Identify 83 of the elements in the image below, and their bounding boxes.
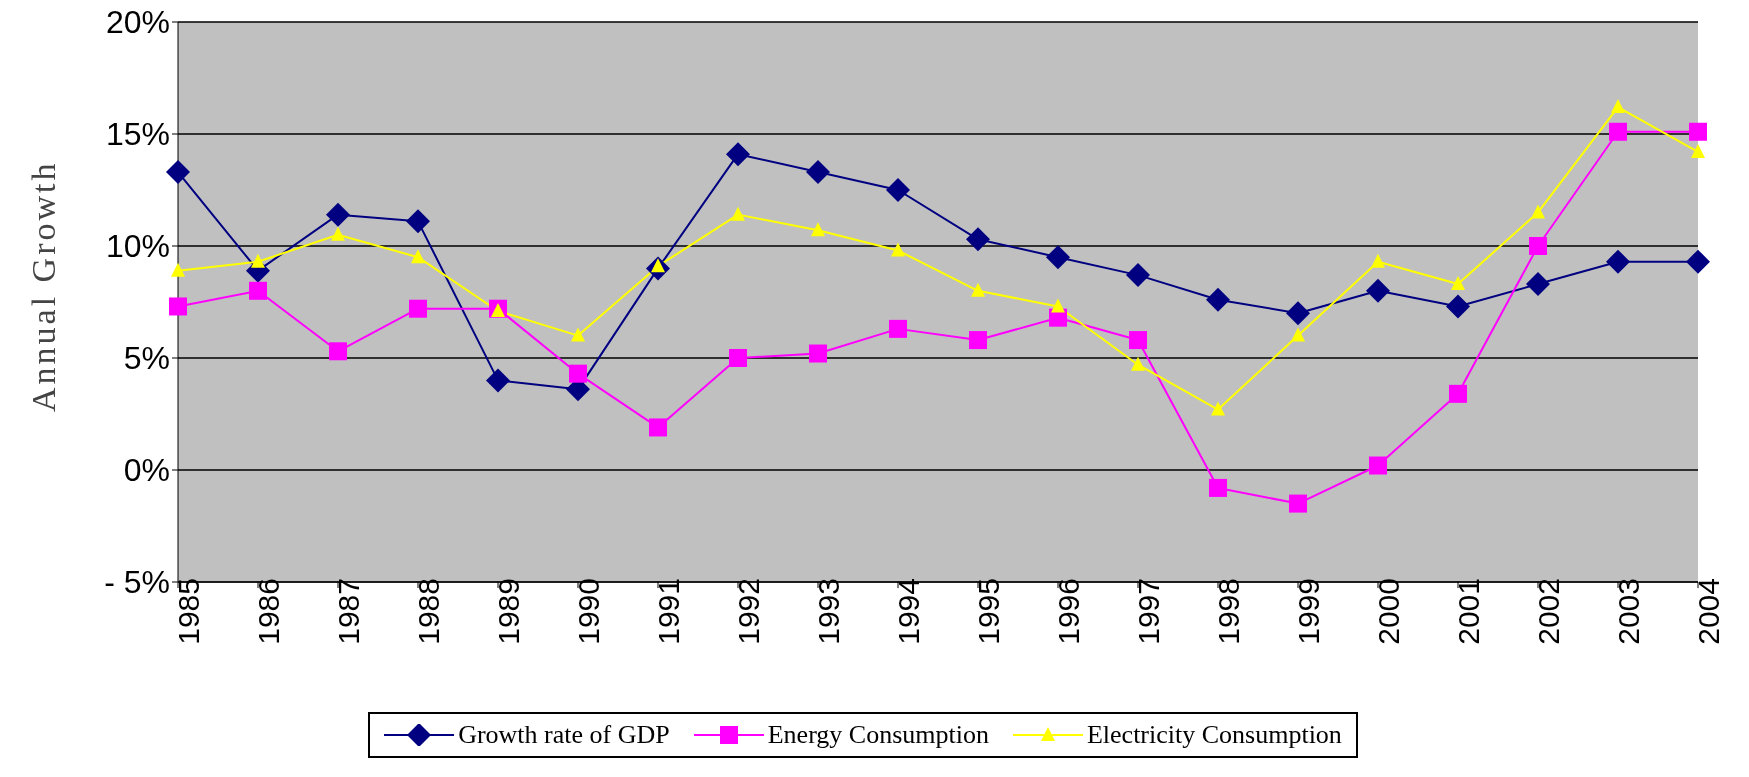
point <box>1611 99 1625 114</box>
point <box>1446 294 1470 319</box>
point <box>1369 456 1387 475</box>
point <box>1366 278 1390 303</box>
x-tick-label: 2000 <box>1372 578 1406 645</box>
point <box>731 206 745 221</box>
point <box>1289 494 1307 513</box>
x-tick-label: 1986 <box>252 578 286 645</box>
x-tick-label: 1994 <box>892 578 926 645</box>
y-tick-label: 20% <box>105 4 170 41</box>
point <box>809 344 827 363</box>
x-tick-label: 1989 <box>492 578 526 645</box>
y-tick-label: 15% <box>105 116 170 153</box>
point <box>166 160 190 185</box>
point <box>1286 301 1310 326</box>
x-tick-label: 1995 <box>972 578 1006 645</box>
point <box>1609 122 1627 141</box>
point <box>1686 249 1710 274</box>
point <box>1126 263 1150 288</box>
point <box>1046 245 1070 270</box>
point <box>329 342 347 361</box>
y-tick-label: 0% <box>123 452 170 489</box>
point <box>1371 253 1385 268</box>
point <box>891 242 905 257</box>
y-axis-title: Annual Growth <box>25 160 63 412</box>
x-tick-label: 1992 <box>732 578 766 645</box>
x-tick-label: 1990 <box>572 578 606 645</box>
point <box>1449 384 1467 403</box>
point <box>729 349 747 367</box>
x-tick-label: 1985 <box>172 578 206 645</box>
x-tick-label: 2001 <box>1452 578 1486 645</box>
point <box>1291 327 1305 342</box>
x-tick-label: 1987 <box>332 578 366 645</box>
point <box>886 178 910 202</box>
point <box>409 299 427 318</box>
point <box>1531 204 1545 219</box>
point <box>406 209 430 234</box>
x-tick-label: 2002 <box>1532 578 1566 645</box>
point <box>811 222 825 237</box>
point <box>889 319 907 338</box>
x-tick-label: 2003 <box>1612 578 1646 645</box>
point <box>249 281 267 300</box>
x-tick-label: 1988 <box>412 578 446 645</box>
point <box>411 249 425 264</box>
x-tick-label: 1997 <box>1132 578 1166 645</box>
point <box>1529 237 1547 255</box>
x-tick-label: 1998 <box>1212 578 1246 645</box>
point <box>169 297 187 316</box>
y-tick-label: 10% <box>105 228 170 265</box>
x-tick-label: 1996 <box>1052 578 1086 645</box>
point <box>726 142 750 167</box>
y-tick-label: - 5% <box>104 564 170 601</box>
point <box>331 226 345 241</box>
point <box>1129 331 1147 350</box>
y-tick-label: 5% <box>123 340 170 377</box>
point <box>1211 401 1225 416</box>
point <box>1209 478 1227 497</box>
point <box>1526 272 1550 297</box>
point <box>1131 356 1145 371</box>
legend-label: Electricity Consumption <box>1085 720 1342 750</box>
x-tick-label: 1999 <box>1292 578 1326 645</box>
point <box>569 364 587 383</box>
x-tick-label: 2004 <box>1692 578 1726 645</box>
point <box>251 253 265 268</box>
point <box>969 331 987 350</box>
point <box>571 327 585 342</box>
point <box>966 227 990 252</box>
x-tick-label: 1993 <box>812 578 846 645</box>
point <box>971 282 985 297</box>
point <box>806 160 830 185</box>
point <box>1689 122 1707 141</box>
point <box>1606 249 1630 274</box>
x-tick-label: 1991 <box>652 578 686 645</box>
point <box>1206 287 1230 312</box>
point <box>1451 276 1465 291</box>
point <box>1691 143 1705 158</box>
legend-label: Energy Consumption <box>766 720 989 750</box>
point <box>326 202 350 227</box>
point <box>649 418 667 437</box>
point <box>486 368 510 393</box>
point <box>171 262 185 277</box>
point <box>1051 298 1065 313</box>
legend-label: Growth rate of GDP <box>457 720 670 750</box>
